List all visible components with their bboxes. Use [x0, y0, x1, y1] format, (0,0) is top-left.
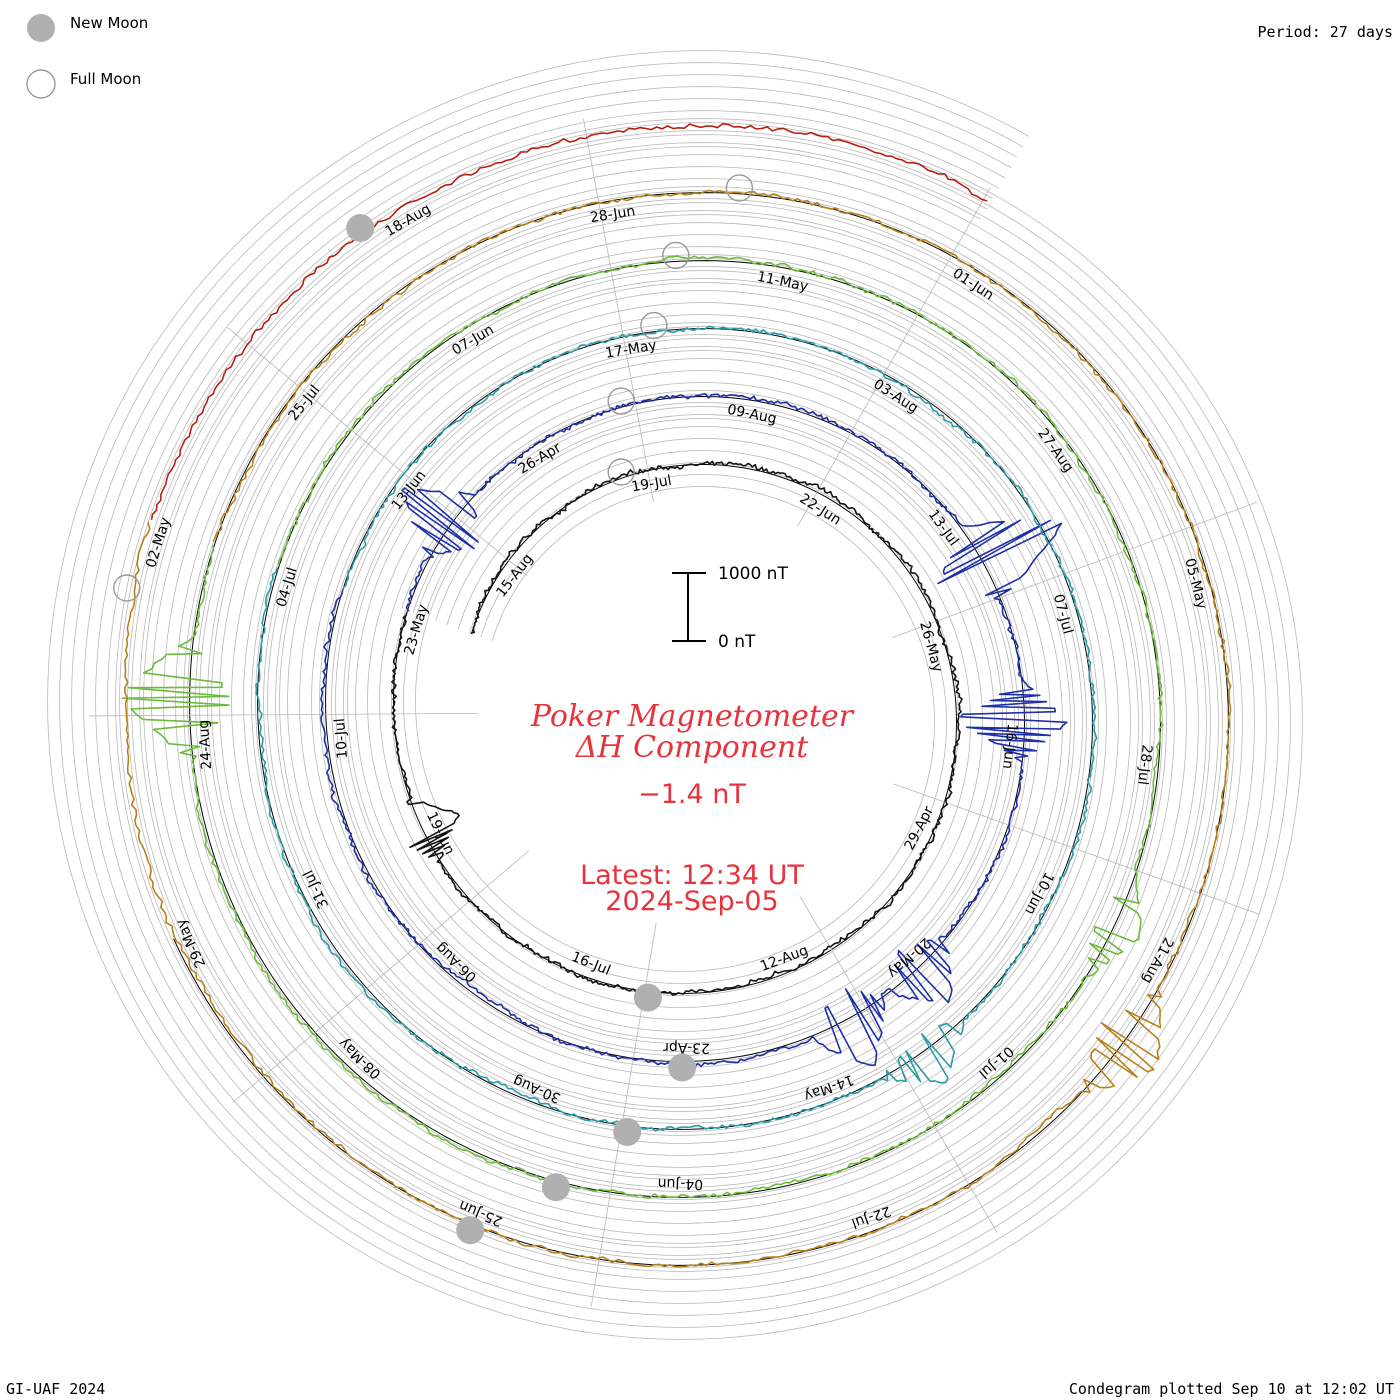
date-label: 29-Apr [902, 804, 938, 853]
date-label: 30-Aug [511, 1072, 563, 1106]
date-label: 09-Aug [726, 402, 778, 428]
chart-title: Poker Magnetometer [530, 699, 855, 734]
series-line-turn-3 [255, 325, 1098, 1132]
series-line-turn-6 [150, 122, 988, 520]
date-label: 25-Jul [285, 382, 323, 424]
full-moon-marker [662, 241, 690, 270]
date-label: 12-Aug [758, 942, 810, 974]
latest-date: 2024-Sep-05 [605, 886, 778, 917]
date-label: 08-May [336, 1034, 384, 1081]
full-moon-marker [113, 574, 141, 602]
chart-subtitle: ΔH Component [575, 730, 809, 765]
date-label: 11-May [756, 269, 810, 295]
date-label: 19-Jul [630, 473, 673, 496]
grid-spiral-6 [71, 74, 1279, 1316]
new-moon-legend-label: New Moon [70, 14, 148, 32]
series-line-turn-5 [124, 189, 1232, 1268]
moon-marker-layer [113, 174, 754, 1245]
date-label: 31-Jul [300, 868, 332, 911]
date-label: 23-May [402, 603, 432, 657]
credit-label: GI-UAF 2024 [6, 1380, 106, 1398]
date-label: 28-Jun [589, 203, 636, 226]
grid-spiral-5 [83, 86, 1267, 1304]
date-label: 23-Apr [663, 1039, 710, 1056]
plotted-label: Condegram plotted Sep 10 at 12:02 UT [1068, 1380, 1394, 1398]
grid-spiral-4 [95, 98, 1255, 1292]
new-moon-marker [668, 1053, 697, 1082]
date-label: 07-Jul [1050, 592, 1076, 635]
new-moon-marker [456, 1216, 485, 1245]
full-moon-marker [725, 174, 754, 202]
date-label: 20-May [884, 934, 933, 980]
grid-spoke-0 [227, 327, 528, 576]
grid-spoke-5 [799, 896, 998, 1233]
full-moon-legend-label: Full Moon [70, 70, 141, 88]
period-label: Period: 27 days [1257, 23, 1393, 41]
new-moon-marker [613, 1118, 642, 1146]
full-moon-marker [607, 387, 635, 415]
series-layer [121, 122, 1232, 1268]
grid-layer [47, 50, 1303, 1340]
series-line-turn-1 [390, 460, 963, 996]
date-label: 16-Jun [999, 723, 1020, 770]
date-label: 05-May [1181, 557, 1209, 611]
grid-spiral-2 [119, 122, 1231, 1268]
grid-spoke-3 [892, 501, 1258, 638]
scale-bottom-label: 0 nT [718, 632, 756, 652]
date-label: 04-Jun [657, 1175, 703, 1192]
grid-spoke-2 [797, 187, 991, 527]
latest-time: Latest: 12:34 UT [580, 860, 804, 891]
date-label: 22-Jul [849, 1202, 893, 1231]
grid-spiral-1 [131, 134, 1219, 1256]
center-title: Poker Magnetometer ΔH Component −1.4 nT … [530, 699, 855, 917]
scale-bar: 1000 nT 0 nT [672, 564, 788, 652]
new-moon-marker [633, 983, 662, 1012]
new-moon-marker [542, 1173, 570, 1202]
grid-spoke-7 [232, 850, 530, 1103]
series-line-turn-4 [121, 255, 1164, 1199]
new-moon-legend-icon [27, 14, 55, 42]
date-label: 14-May [802, 1071, 856, 1104]
latest-value: −1.4 nT [638, 779, 746, 810]
date-label: 28-Jul [1134, 744, 1155, 786]
full-moon-marker [640, 311, 668, 340]
date-label: 10-Jul [332, 718, 351, 760]
date-label: 18-Aug [382, 201, 433, 240]
grid-spoke-4 [893, 783, 1261, 915]
grid-spoke-6 [590, 922, 657, 1307]
date-label: 26-Apr [516, 440, 565, 478]
full-moon-marker [607, 458, 635, 486]
legend: New Moon Full Moon [26, 14, 148, 99]
grid-spoke-8 [88, 712, 479, 717]
grid-spiral-7 [59, 62, 1291, 1328]
new-moon-marker [346, 214, 375, 242]
grid-spiral-8 [47, 50, 1303, 1340]
date-label: 24-Aug [196, 719, 215, 770]
date-label: 15-Aug [493, 551, 536, 600]
full-moon-legend-icon [26, 69, 56, 99]
grid-spoke-1 [583, 118, 654, 502]
scale-top-label: 1000 nT [718, 564, 788, 584]
date-label: 13-Jul [925, 507, 962, 549]
grid-spiral-0 [143, 146, 1207, 1244]
date-label: 10-Jun [1021, 869, 1056, 917]
grid-spiral-3 [107, 110, 1243, 1280]
